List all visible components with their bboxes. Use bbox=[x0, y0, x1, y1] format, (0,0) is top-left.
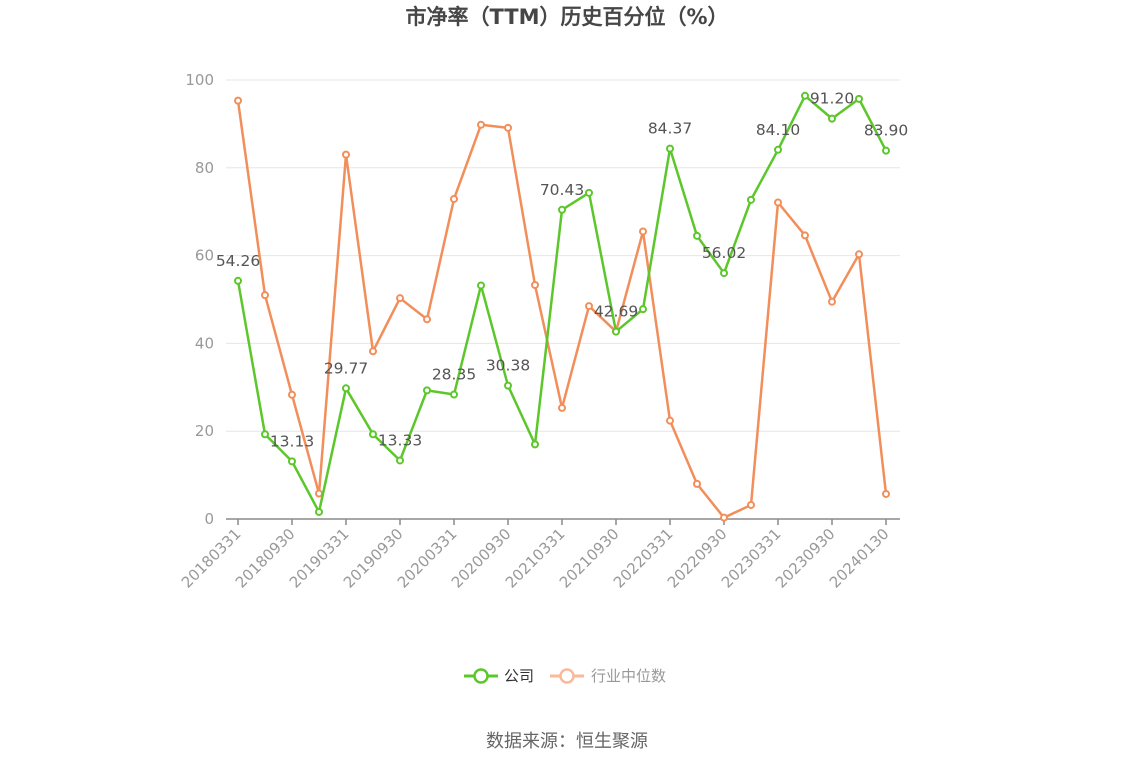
company-point[interactable] bbox=[585, 188, 593, 197]
industry-point[interactable] bbox=[801, 231, 809, 240]
company-data-label: 91.20 bbox=[810, 90, 854, 108]
industry-point[interactable] bbox=[288, 390, 296, 399]
industry-point[interactable] bbox=[720, 513, 728, 522]
industry-point[interactable] bbox=[774, 198, 782, 207]
company-point[interactable] bbox=[882, 146, 890, 155]
company-point[interactable] bbox=[423, 386, 431, 395]
legend[interactable]: 公司 行业中位数 bbox=[464, 667, 666, 685]
x-tick-label: 20240130 bbox=[826, 525, 893, 592]
company-point[interactable] bbox=[801, 91, 809, 100]
company-data-label: 84.10 bbox=[756, 121, 800, 139]
industry-point[interactable] bbox=[396, 294, 404, 303]
company-data-label: 70.43 bbox=[540, 181, 584, 199]
industry-point[interactable] bbox=[639, 227, 647, 236]
y-axis-ticks: 0 20 40 60 80 100 bbox=[185, 71, 214, 528]
y-tick-label: 20 bbox=[195, 422, 214, 440]
chart-title: 市净率（TTM）历史百分位（%） bbox=[405, 5, 728, 29]
industry-point[interactable] bbox=[828, 297, 836, 306]
legend-industry-label: 行业中位数 bbox=[591, 667, 666, 685]
y-tick-label: 80 bbox=[195, 159, 214, 177]
series-industry-median bbox=[234, 96, 890, 522]
y-tick-label: 0 bbox=[204, 510, 214, 528]
company-point[interactable] bbox=[396, 456, 404, 465]
company-point[interactable] bbox=[666, 144, 674, 153]
industry-point[interactable] bbox=[315, 489, 323, 498]
industry-point[interactable] bbox=[234, 96, 242, 105]
industry-point[interactable] bbox=[855, 250, 863, 259]
company-point[interactable] bbox=[477, 281, 485, 290]
industry-point[interactable] bbox=[423, 315, 431, 324]
industry-point[interactable] bbox=[531, 281, 539, 290]
company-point[interactable] bbox=[774, 145, 782, 154]
company-data-label: 30.38 bbox=[486, 357, 530, 375]
company-point[interactable] bbox=[639, 305, 647, 314]
industry-point[interactable] bbox=[747, 500, 755, 509]
company-point[interactable] bbox=[855, 94, 863, 103]
industry-point[interactable] bbox=[342, 150, 350, 159]
company-point[interactable] bbox=[342, 384, 350, 393]
company-point[interactable] bbox=[369, 430, 377, 439]
company-data-label: 28.35 bbox=[432, 366, 476, 384]
data-labels: 54.26 13.13 29.77 13.33 28.35 30.38 70.43 42.69… bbox=[216, 90, 908, 451]
industry-point[interactable] bbox=[666, 416, 674, 425]
y-tick-label: 60 bbox=[195, 247, 214, 265]
industry-point[interactable] bbox=[693, 479, 701, 488]
series-company bbox=[234, 91, 890, 516]
industry-point[interactable] bbox=[477, 120, 485, 129]
company-data-label: 56.02 bbox=[702, 244, 746, 262]
legend-item-company[interactable]: 公司 bbox=[464, 667, 534, 685]
company-point[interactable] bbox=[747, 195, 755, 204]
industry-point[interactable] bbox=[261, 291, 269, 300]
company-data-label: 29.77 bbox=[324, 359, 368, 377]
industry-point[interactable] bbox=[882, 489, 890, 498]
company-point[interactable] bbox=[612, 327, 620, 336]
legend-item-industry-median[interactable]: 行业中位数 bbox=[550, 667, 666, 685]
company-point[interactable] bbox=[558, 205, 566, 214]
company-point[interactable] bbox=[234, 276, 242, 285]
company-point[interactable] bbox=[504, 381, 512, 390]
company-point[interactable] bbox=[261, 430, 269, 439]
company-point[interactable] bbox=[531, 440, 539, 449]
industry-line bbox=[236, 100, 888, 519]
company-point[interactable] bbox=[828, 114, 836, 123]
legend-company-marker bbox=[473, 668, 489, 684]
company-point[interactable] bbox=[720, 269, 728, 278]
y-tick-label: 40 bbox=[195, 334, 214, 352]
industry-point[interactable] bbox=[450, 194, 458, 203]
y-tick-label: 100 bbox=[185, 71, 214, 89]
company-data-label: 54.26 bbox=[216, 252, 260, 270]
company-data-label: 13.33 bbox=[378, 431, 422, 449]
company-data-label: 13.13 bbox=[270, 432, 314, 450]
company-data-label: 83.90 bbox=[864, 122, 908, 140]
company-data-label: 42.69 bbox=[594, 303, 638, 321]
industry-point[interactable] bbox=[558, 403, 566, 412]
company-data-label: 84.37 bbox=[648, 120, 692, 138]
company-point[interactable] bbox=[693, 231, 701, 240]
x-axis: 2018033120180930201903312019093020200331… bbox=[178, 518, 900, 592]
company-point[interactable] bbox=[450, 390, 458, 399]
company-point[interactable] bbox=[288, 457, 296, 466]
legend-company-label: 公司 bbox=[504, 667, 534, 685]
company-point[interactable] bbox=[315, 507, 323, 516]
legend-industry-marker bbox=[559, 668, 575, 684]
industry-point[interactable] bbox=[369, 347, 377, 356]
industry-point[interactable] bbox=[585, 302, 593, 311]
series-layer bbox=[234, 91, 890, 522]
industry-point[interactable] bbox=[504, 123, 512, 132]
source-note: 数据来源：恒生聚源 bbox=[486, 731, 648, 752]
